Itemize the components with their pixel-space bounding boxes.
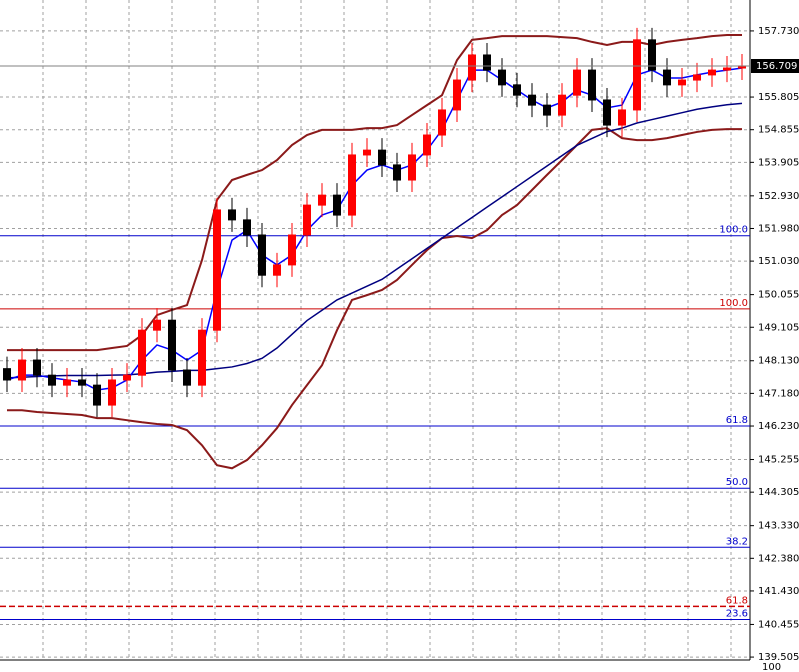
y-tick-label: 151.030 xyxy=(758,256,799,267)
candle-body xyxy=(333,194,341,216)
candle-body xyxy=(33,359,41,376)
candle-body xyxy=(468,54,476,81)
candle-body xyxy=(363,149,371,156)
candle-body xyxy=(378,149,386,166)
candle-body xyxy=(708,69,716,76)
y-tick-label: 141.430 xyxy=(758,586,799,597)
level-label: 100.0 xyxy=(719,298,748,309)
corner-label: 100 xyxy=(762,662,781,672)
candle-body xyxy=(168,319,176,371)
candle-body xyxy=(618,109,626,126)
last-price-label: 156.709 xyxy=(756,61,797,72)
y-tick-label: 149.105 xyxy=(758,322,799,333)
candle-body xyxy=(723,67,731,71)
y-tick-label: 140.455 xyxy=(758,619,799,630)
grid xyxy=(0,0,750,660)
y-tick-label: 151.980 xyxy=(758,223,799,234)
candle-body xyxy=(198,329,206,386)
candle-body xyxy=(693,74,701,81)
y-tick-label: 150.055 xyxy=(758,290,799,301)
y-tick-label: 154.855 xyxy=(758,125,799,136)
candle-body xyxy=(63,379,71,386)
candle-body xyxy=(498,69,506,86)
candle-body xyxy=(258,234,266,276)
candle-body xyxy=(93,384,101,406)
candle-body xyxy=(408,154,416,181)
candle-body xyxy=(153,319,161,331)
candle-body xyxy=(633,39,641,111)
y-tick-label: 143.330 xyxy=(758,521,799,532)
candle-body xyxy=(18,359,26,381)
candle-body xyxy=(303,204,311,236)
candle-body xyxy=(663,69,671,86)
candle-body xyxy=(288,234,296,266)
candle-body xyxy=(138,329,146,376)
y-tick-label: 157.730 xyxy=(758,26,799,37)
candle-body xyxy=(3,368,11,381)
candle-body xyxy=(528,94,536,106)
candle-body xyxy=(588,69,596,101)
candle-body xyxy=(453,79,461,111)
y-tick-label: 153.905 xyxy=(758,157,799,168)
candle-body xyxy=(558,94,566,116)
level-label: 61.8 xyxy=(726,595,748,606)
candle-body xyxy=(273,264,281,276)
level-label: 100.0 xyxy=(719,225,748,236)
level-label: 23.6 xyxy=(726,608,748,619)
candle-body xyxy=(108,379,116,406)
candle-body xyxy=(213,209,221,331)
indicator-line xyxy=(7,34,742,352)
y-tick-label: 155.805 xyxy=(758,92,799,103)
candle-body xyxy=(483,54,491,71)
candle-body xyxy=(603,99,611,126)
last-price-box xyxy=(751,59,799,73)
candle-body xyxy=(648,39,656,71)
candle-body xyxy=(573,69,581,96)
candle-body xyxy=(123,374,131,381)
candle-body xyxy=(48,374,56,386)
indicator-line xyxy=(7,127,742,470)
y-tick-label: 144.305 xyxy=(758,487,799,498)
candle-body xyxy=(543,104,551,116)
level-label: 38.2 xyxy=(726,536,748,547)
level-label: 50.0 xyxy=(726,477,748,488)
indicator-line xyxy=(6,102,743,379)
y-tick-label: 148.130 xyxy=(758,356,799,367)
candle-body xyxy=(513,84,521,96)
candle-body xyxy=(318,194,326,206)
y-tick-label: 152.930 xyxy=(758,191,799,202)
y-tick-label: 146.230 xyxy=(758,421,799,432)
candle-body xyxy=(243,219,251,236)
y-tick-label: 145.255 xyxy=(758,455,799,466)
candle-body xyxy=(423,134,431,156)
y-tick-label: 142.380 xyxy=(758,553,799,564)
level-label: 61.8 xyxy=(726,415,748,426)
y-tick-label: 139.505 xyxy=(758,652,799,663)
candle-body xyxy=(78,379,86,386)
candle-body xyxy=(438,109,446,136)
candle-body xyxy=(393,164,401,181)
candle-body xyxy=(348,154,356,216)
candle-body xyxy=(183,369,191,386)
candle-body xyxy=(678,79,686,86)
candle-body xyxy=(228,209,236,221)
y-tick-label: 147.180 xyxy=(758,388,799,399)
